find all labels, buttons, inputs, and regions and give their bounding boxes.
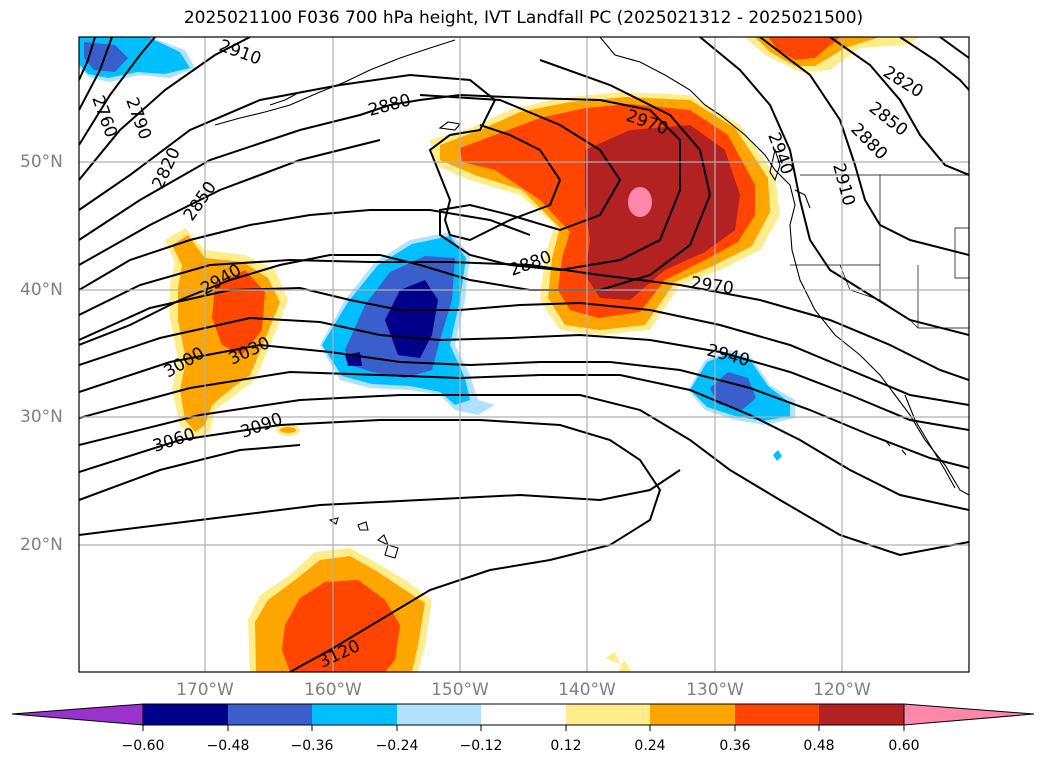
contour-label: 2820	[879, 62, 926, 102]
colorbar-tick-label: 0.60	[888, 738, 920, 754]
colorbar-segment	[143, 704, 228, 725]
colorbar-segment	[397, 704, 481, 725]
contour-label: 2880	[366, 90, 413, 121]
contour-label: 2910	[216, 36, 263, 70]
colorbar-tick-label: 0.24	[634, 738, 666, 754]
shading-top-right	[745, 37, 920, 72]
lat-label: 20°N	[20, 535, 63, 555]
colorbar-segment	[735, 704, 819, 725]
colorbar-tick-label: −0.24	[375, 738, 419, 754]
colorbar-tick-label: 0.36	[719, 738, 751, 754]
lon-label: 130°W	[686, 680, 744, 700]
colorbar-tick-label: −0.48	[206, 738, 250, 754]
contour-label: 2820	[148, 144, 184, 192]
colorbar-tick-label: −0.12	[459, 738, 503, 754]
contour-label: 2790	[121, 95, 155, 142]
shading-south	[248, 548, 632, 672]
lon-label: 150°W	[431, 680, 489, 700]
shading-negative-central	[320, 232, 495, 415]
contour-label: 3090	[238, 409, 285, 443]
shading-ar-northeast	[430, 92, 780, 335]
colorbar-segment	[566, 704, 650, 725]
colorbar-tick-label: −0.60	[121, 738, 165, 754]
lat-label: 50°N	[20, 152, 63, 172]
contour-label: 2910	[828, 161, 859, 208]
gridlines	[79, 37, 969, 672]
colorbar-segment	[481, 704, 566, 725]
colorbar-tick-label: −0.36	[290, 738, 334, 754]
contour-label: 3060	[150, 424, 197, 456]
lon-label: 120°W	[813, 680, 871, 700]
colorbar-extend-high	[903, 703, 1035, 726]
colorbar-segment	[819, 704, 904, 725]
colorbar-segment	[312, 704, 397, 725]
contour-label: 2970	[689, 273, 735, 299]
lat-label: 30°N	[20, 407, 63, 427]
map-title: 2025021100 F036 700 hPa height, IVT Land…	[183, 8, 864, 28]
lon-label: 160°W	[304, 680, 362, 700]
contour-label: 2850	[180, 178, 221, 225]
lon-label: 140°W	[558, 680, 616, 700]
plot-frame	[78, 36, 970, 673]
contour-label: 2760	[87, 93, 121, 140]
colorbar-segment	[228, 704, 312, 725]
colorbar-segment	[650, 704, 735, 725]
lon-label: 170°W	[176, 680, 234, 700]
colorbar-tick-label: 0.48	[803, 738, 835, 754]
colorbar	[11, 703, 1035, 731]
colorbar-extend-low	[11, 703, 144, 726]
colorbar-tick-label: 0.12	[550, 738, 582, 754]
lat-label: 40°N	[20, 280, 63, 300]
